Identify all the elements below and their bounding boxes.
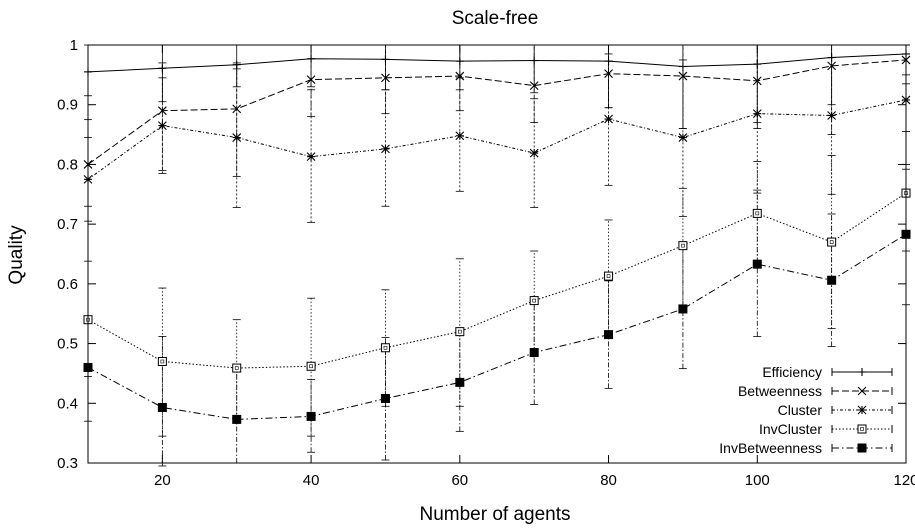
y-tick-label: 0.9 <box>57 97 78 114</box>
data-point-invbetweenness <box>380 394 390 404</box>
data-point-invbetweenness <box>232 414 242 424</box>
x-tick-label: 80 <box>600 472 617 489</box>
data-point-invbetweenness <box>752 259 762 269</box>
x-tick-label: 120 <box>893 472 915 489</box>
legend-marker <box>857 386 867 396</box>
data-point-cluster <box>678 133 688 142</box>
data-point-efficiency <box>753 60 762 69</box>
series-line-invcluster <box>87 192 907 369</box>
series-line-cluster <box>87 99 907 180</box>
y-tick-label: 1 <box>70 37 78 54</box>
data-point-cluster <box>752 109 762 119</box>
y-tick-label: 0.3 <box>57 455 78 472</box>
data-point-efficiency <box>381 55 390 64</box>
data-point-invbetweenness <box>678 304 688 314</box>
data-point-cluster <box>232 133 242 142</box>
data-point-invcluster <box>752 208 762 218</box>
data-point-cluster <box>827 111 837 120</box>
data-point-invcluster <box>157 356 167 366</box>
chart-title: Scale-free <box>452 8 539 29</box>
data-point-invbetweenness <box>529 348 539 358</box>
data-point-betweenness <box>604 69 613 79</box>
legend-label: Cluster <box>778 402 823 418</box>
data-point-betweenness <box>678 71 688 81</box>
data-point-efficiency <box>232 60 241 69</box>
legend-marker <box>857 405 867 415</box>
data-point-cluster <box>381 144 390 154</box>
data-point-invcluster <box>306 361 316 371</box>
data-point-invcluster <box>529 296 539 306</box>
data-point-invcluster <box>678 241 688 251</box>
data-point-efficiency <box>158 64 167 73</box>
data-point-cluster <box>455 131 465 141</box>
series-lines <box>87 53 907 420</box>
data-point-cluster <box>604 114 613 124</box>
x-tick-label: 100 <box>745 472 770 489</box>
x-axis-title: Number of agents <box>419 504 570 525</box>
x-tick-label: 40 <box>303 472 320 489</box>
data-point-betweenness <box>455 71 465 81</box>
series-line-efficiency <box>87 53 907 73</box>
data-point-cluster <box>529 148 539 158</box>
data-point-cluster <box>306 152 316 162</box>
legend-label: InvBetweenness <box>719 440 822 456</box>
data-point-invbetweenness <box>306 411 316 421</box>
data-point-betweenness <box>381 73 390 83</box>
legend: Efficiency Betweenness Cluster InvCluster In… <box>719 364 893 456</box>
data-point-invcluster <box>604 271 614 281</box>
x-tick-label: 60 <box>451 472 468 489</box>
x-tick-label: 20 <box>154 472 171 489</box>
data-point-betweenness <box>157 106 167 116</box>
legend-marker <box>858 368 866 376</box>
data-point-betweenness <box>232 104 242 114</box>
data-point-invbetweenness <box>604 330 614 340</box>
y-tick-label: 0.7 <box>57 216 78 233</box>
data-point-invbetweenness <box>827 275 837 285</box>
y-axis-title: Quality <box>6 225 27 285</box>
legend-label: InvCluster <box>759 421 822 437</box>
y-tick-label: 0.6 <box>57 276 78 293</box>
data-point-efficiency <box>455 57 464 66</box>
y-tick-label: 0.4 <box>57 395 78 412</box>
data-point-efficiency <box>604 57 613 66</box>
data-point-invcluster <box>827 237 837 247</box>
series-line-betweenness <box>87 59 907 165</box>
data-point-betweenness <box>752 76 762 86</box>
plot-frame <box>87 44 907 464</box>
data-point-invcluster <box>380 343 390 353</box>
y-tick-label: 0.5 <box>57 336 78 353</box>
data-point-betweenness <box>306 75 316 85</box>
legend-marker <box>857 443 867 453</box>
data-point-efficiency <box>678 62 687 71</box>
legend-label: Efficiency <box>762 364 822 380</box>
legend-label: Betweenness <box>738 383 822 399</box>
data-point-betweenness <box>529 81 539 90</box>
data-point-efficiency <box>307 54 316 63</box>
data-point-cluster <box>157 121 167 131</box>
data-point-invcluster <box>455 327 465 337</box>
data-point-invbetweenness <box>455 377 465 387</box>
data-point-efficiency <box>827 53 836 62</box>
data-point-invbetweenness <box>157 402 167 412</box>
legend-marker <box>857 424 867 434</box>
series-line-invbetweenness <box>87 233 907 420</box>
y-tick-label: 0.8 <box>57 156 78 173</box>
data-point-betweenness <box>827 61 837 71</box>
data-point-efficiency <box>530 56 539 65</box>
data-point-invcluster <box>232 363 242 373</box>
